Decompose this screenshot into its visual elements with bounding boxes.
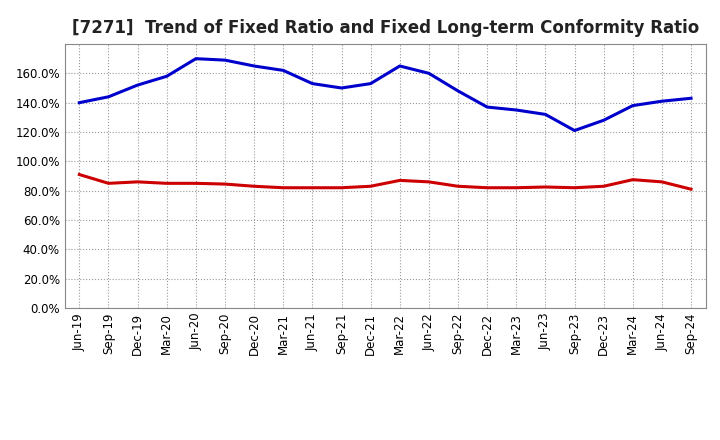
Fixed Long-term Conformity Ratio [133,179,142,184]
Fixed Ratio [657,99,666,104]
Line: Fixed Ratio: Fixed Ratio [79,59,691,131]
Fixed Long-term Conformity Ratio [279,185,287,191]
Fixed Ratio [395,63,404,69]
Fixed Long-term Conformity Ratio [425,179,433,184]
Fixed Long-term Conformity Ratio [541,184,550,190]
Fixed Ratio [220,58,229,63]
Fixed Ratio [75,100,84,105]
Fixed Long-term Conformity Ratio [657,179,666,184]
Fixed Long-term Conformity Ratio [104,181,113,186]
Fixed Long-term Conformity Ratio [192,181,200,186]
Fixed Ratio [570,128,579,133]
Fixed Long-term Conformity Ratio [687,187,696,192]
Fixed Long-term Conformity Ratio [308,185,317,191]
Fixed Long-term Conformity Ratio [366,183,375,189]
Fixed Ratio [250,63,258,69]
Fixed Ratio [483,104,492,110]
Fixed Ratio [629,103,637,108]
Fixed Ratio [366,81,375,86]
Fixed Long-term Conformity Ratio [395,178,404,183]
Fixed Ratio [133,82,142,88]
Fixed Long-term Conformity Ratio [512,185,521,191]
Title: [7271]  Trend of Fixed Ratio and Fixed Long-term Conformity Ratio: [7271] Trend of Fixed Ratio and Fixed Lo… [71,19,699,37]
Fixed Ratio [279,68,287,73]
Fixed Long-term Conformity Ratio [629,177,637,182]
Fixed Long-term Conformity Ratio [75,172,84,177]
Fixed Ratio [104,94,113,99]
Fixed Long-term Conformity Ratio [454,183,462,189]
Fixed Ratio [454,88,462,94]
Fixed Long-term Conformity Ratio [337,185,346,191]
Fixed Long-term Conformity Ratio [163,181,171,186]
Fixed Long-term Conformity Ratio [483,185,492,191]
Line: Fixed Long-term Conformity Ratio: Fixed Long-term Conformity Ratio [79,175,691,189]
Fixed Ratio [599,117,608,123]
Fixed Ratio [687,95,696,101]
Fixed Ratio [541,112,550,117]
Fixed Ratio [308,81,317,86]
Fixed Long-term Conformity Ratio [250,183,258,189]
Fixed Ratio [337,85,346,91]
Fixed Long-term Conformity Ratio [220,181,229,187]
Fixed Ratio [512,107,521,113]
Fixed Long-term Conformity Ratio [570,185,579,191]
Fixed Ratio [425,71,433,76]
Fixed Long-term Conformity Ratio [599,183,608,189]
Fixed Ratio [192,56,200,61]
Fixed Ratio [163,73,171,79]
